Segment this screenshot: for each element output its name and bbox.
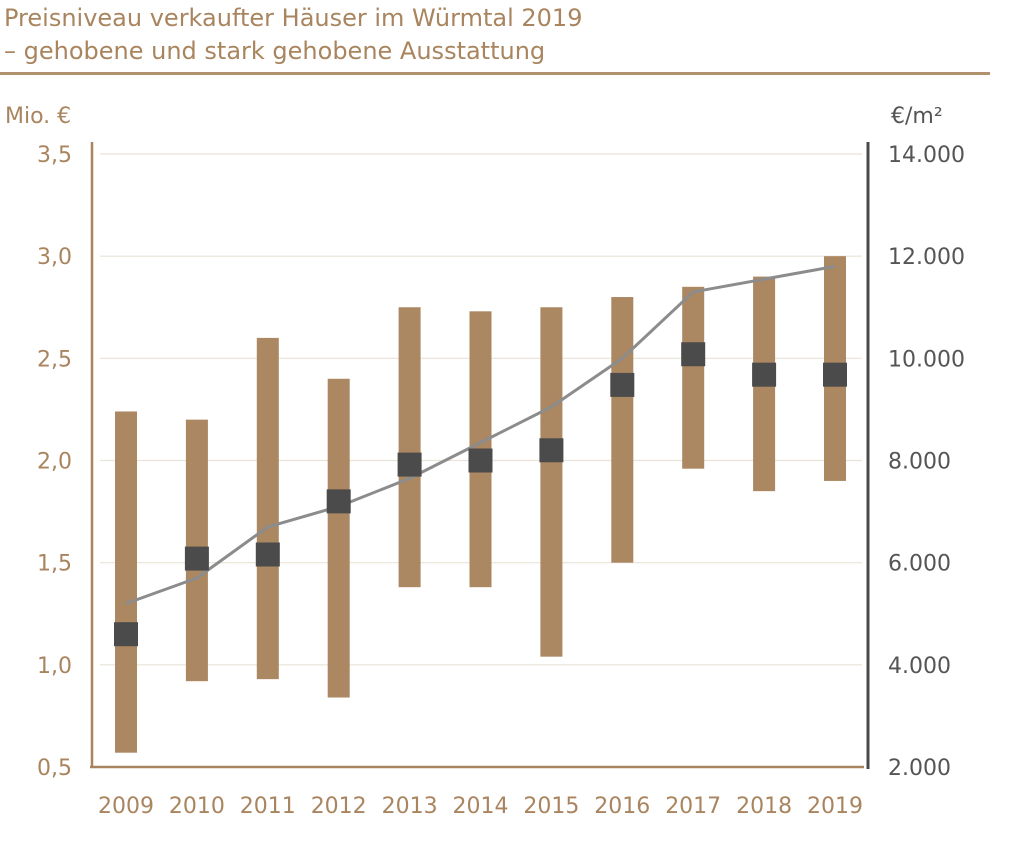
- right-tick-label: 2.000: [888, 756, 951, 781]
- range-bar: [256, 337, 279, 680]
- x-tick-label: 2013: [382, 794, 438, 819]
- right-tick-label: 14.000: [888, 143, 965, 168]
- median-marker: [255, 542, 280, 567]
- median-marker: [184, 546, 209, 571]
- median-marker: [823, 362, 847, 387]
- range-bar: [611, 297, 634, 563]
- price-line-path: [125, 264, 836, 605]
- right-tick-label: 8.000: [888, 450, 951, 475]
- x-tick-label: 2018: [736, 794, 792, 819]
- right-tick-label: 12.000: [888, 245, 965, 270]
- price-per-sqm-line: [125, 264, 836, 605]
- range-bar: [540, 307, 563, 657]
- left-axis-ticks: 0,5 1,0 1,5 2,0 2,5 3,0 3,5: [37, 143, 72, 781]
- left-tick-label: 2,5: [37, 347, 72, 372]
- chart-title-line-1: Preisniveau verkaufter Häuser im Würmtal…: [4, 4, 583, 32]
- median-marker: [610, 372, 635, 397]
- right-axis-unit: €/m²: [891, 104, 943, 129]
- range-bar: [398, 307, 421, 588]
- x-tick-label: 2009: [98, 794, 154, 819]
- x-tick-label: 2014: [453, 794, 509, 819]
- range-bar: [682, 286, 705, 469]
- title-divider: [0, 72, 990, 75]
- median-marker: [397, 452, 422, 477]
- right-axis-ticks: 2.000 4.000 6.000 8.000 10.000 12.000 14.000: [888, 143, 965, 781]
- range-bar: [327, 378, 350, 698]
- x-tick-label: 2017: [665, 794, 721, 819]
- median-marker: [114, 622, 138, 647]
- left-tick-label: 1,0: [37, 654, 72, 679]
- chart-title-line-2: – gehobene und stark gehobene Ausstattun…: [4, 37, 546, 65]
- x-tick-label: 2015: [523, 794, 579, 819]
- left-tick-label: 2,0: [37, 450, 72, 475]
- left-axis-unit: Mio. €: [5, 104, 71, 129]
- left-tick-label: 1,5: [37, 552, 72, 577]
- chart-title: Preisniveau verkaufter Häuser im Würmtal…: [4, 2, 582, 68]
- median-marker: [681, 342, 706, 367]
- right-tick-label: 10.000: [888, 347, 965, 372]
- x-tick-label: 2012: [311, 794, 367, 819]
- x-tick-label: 2019: [807, 794, 863, 819]
- median-marker: [752, 362, 777, 387]
- right-tick-label: 4.000: [888, 654, 951, 679]
- range-bar: [115, 411, 137, 753]
- x-tick-label: 2011: [240, 794, 296, 819]
- median-marker: [468, 448, 493, 473]
- right-tick-label: 6.000: [888, 552, 951, 577]
- median-marker: [539, 438, 564, 463]
- left-tick-label: 3,0: [37, 245, 72, 270]
- range-bars: [115, 256, 846, 753]
- left-tick-label: 0,5: [37, 756, 72, 781]
- median-marker: [326, 489, 351, 514]
- x-axis-labels: 2009 2010 2011 2012 2013 2014 2015 2016 2017 2018…: [98, 794, 863, 819]
- x-tick-label: 2016: [594, 794, 650, 819]
- median-markers: [114, 342, 847, 647]
- x-tick-label: 2010: [169, 794, 225, 819]
- left-tick-label: 3,5: [37, 143, 72, 168]
